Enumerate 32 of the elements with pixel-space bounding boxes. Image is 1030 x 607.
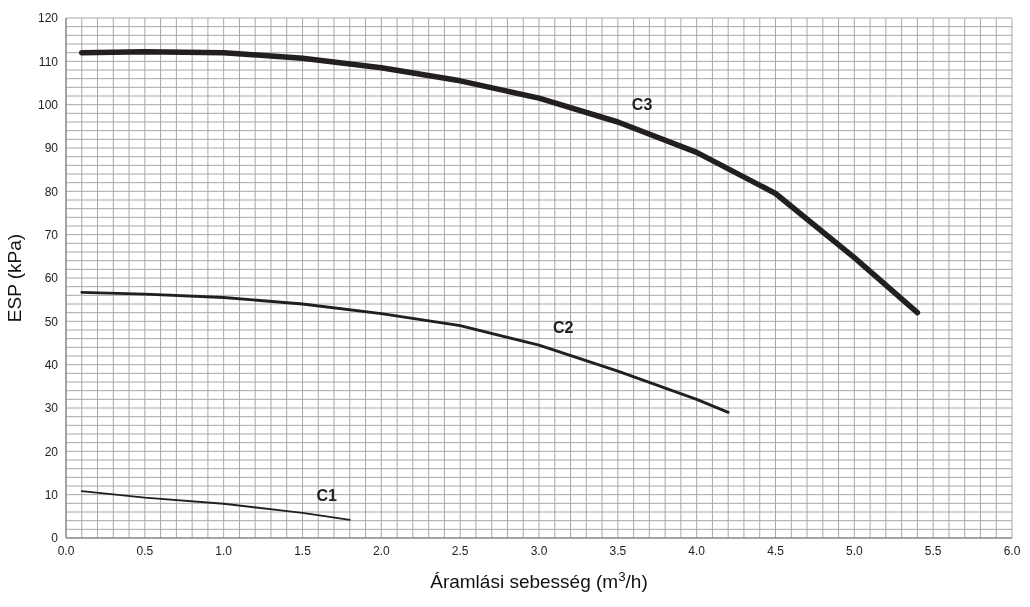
series-label: C1: [316, 486, 338, 504]
line-series: [80, 490, 351, 521]
x-tick-label: 3.0: [530, 543, 548, 558]
x-tick-label: 6.0: [1003, 543, 1021, 558]
x-tick-label: 5.0: [845, 543, 863, 558]
x-tick-label: 2.0: [372, 543, 390, 558]
y-tick-label: 0: [51, 531, 59, 546]
y-tick-label: 80: [44, 184, 59, 199]
x-tick-label: 1.5: [294, 543, 312, 558]
y-tick-label: 20: [44, 444, 59, 459]
series-label: C3: [631, 96, 653, 113]
x-tick-label: 1.0: [215, 543, 233, 558]
y-tick-label: 10: [44, 487, 59, 502]
x-tick-label: 2.5: [451, 543, 469, 558]
x-tick-label: 4.0: [688, 543, 706, 558]
y-tick-label: 40: [44, 357, 59, 372]
x-tick-label: 4.5: [767, 543, 785, 558]
x-axis-title: Áramlási sebesség (m$^{3}$/h): [430, 568, 648, 592]
series-label: C2: [553, 319, 574, 337]
x-tick-label: 0.5: [136, 543, 154, 558]
y-tick-label: 70: [44, 227, 59, 242]
y-tick-label: 90: [44, 141, 59, 156]
y-tick-label: 100: [37, 97, 59, 112]
x-tick-label: 5.5: [924, 543, 942, 558]
y-tick-label: 50: [44, 314, 59, 329]
x-tick-label: 3.5: [609, 543, 627, 558]
y-tick-label: 30: [44, 401, 59, 416]
line-series: [80, 290, 730, 414]
x-tick-label: 0.0: [57, 543, 75, 558]
y-tick-label: 120: [37, 11, 59, 26]
y-tick-label: 60: [44, 271, 59, 286]
y-tick-label: 110: [38, 54, 59, 69]
